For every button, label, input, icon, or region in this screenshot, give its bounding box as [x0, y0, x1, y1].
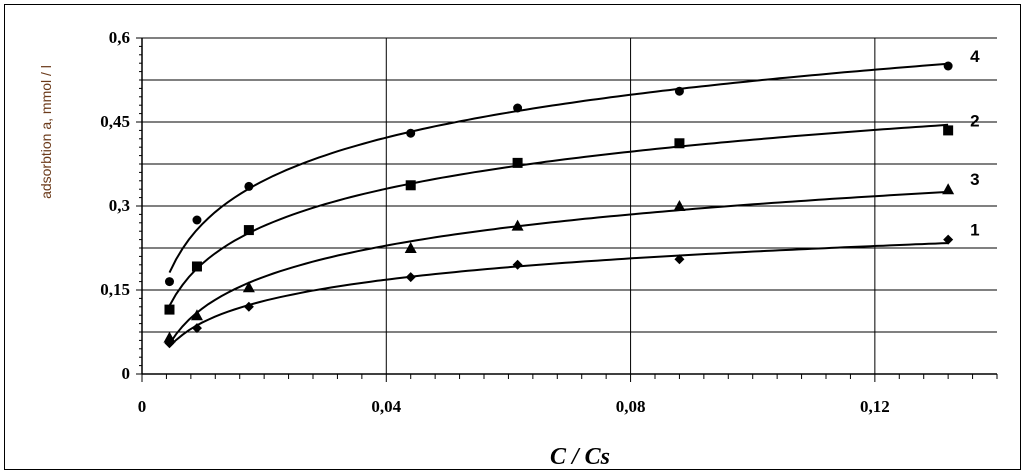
data-point-triangle — [942, 183, 955, 195]
axes-layer — [136, 37, 998, 382]
series-curve — [168, 62, 949, 274]
data-point-circle — [192, 215, 202, 225]
data-point-triangle — [242, 281, 255, 293]
data-point-diamond — [191, 323, 202, 334]
data-point-diamond — [943, 234, 954, 245]
data-point-square — [243, 225, 254, 236]
series-curve — [168, 242, 949, 348]
series-label: 3 — [970, 170, 979, 189]
y-tick-label: 0,3 — [109, 196, 130, 215]
labels-layer: 0 0,15 0,3 0,45 0,6 0 0,04 0,08 0,12 4 2 3 1 — [100, 28, 980, 416]
markers-layer — [163, 61, 955, 349]
y-tick-label: 0,6 — [109, 28, 130, 47]
data-point-square — [674, 138, 685, 149]
data-point-diamond — [405, 272, 416, 283]
data-point-triangle — [404, 242, 417, 253]
data-point-square — [164, 304, 175, 315]
y-tick-label: 0 — [122, 364, 131, 383]
data-point-diamond — [674, 254, 685, 265]
curves-layer — [168, 62, 949, 348]
data-point-circle — [674, 86, 684, 96]
x-tick-label: 0,08 — [616, 397, 646, 416]
x-tick-label: 0,04 — [371, 397, 401, 416]
grid-layer — [142, 37, 997, 374]
data-point-diamond — [512, 259, 523, 270]
series-curve — [168, 123, 949, 307]
x-tick-label: 0 — [138, 397, 147, 416]
data-point-square — [943, 125, 954, 136]
y-tick-label: 0,45 — [100, 112, 130, 131]
series-label: 2 — [970, 111, 979, 130]
series-label: 4 — [970, 47, 980, 66]
data-point-diamond — [164, 338, 175, 349]
data-point-circle — [406, 128, 416, 138]
y-tick-label: 0,15 — [100, 280, 130, 299]
data-point-circle — [513, 103, 523, 113]
x-tick-label: 0,12 — [860, 397, 890, 416]
data-point-square — [405, 180, 416, 191]
series-curve — [168, 190, 949, 345]
data-point-triangle — [673, 200, 686, 211]
data-point-diamond — [243, 301, 254, 312]
data-point-circle — [943, 61, 953, 71]
x-axis-label: C / Cs — [550, 444, 610, 470]
data-point-triangle — [190, 309, 203, 321]
data-point-triangle — [511, 219, 524, 231]
data-point-circle — [164, 277, 174, 287]
data-point-square — [191, 261, 202, 272]
data-point-square — [512, 157, 523, 168]
series-label: 1 — [970, 221, 979, 240]
data-point-circle — [244, 181, 254, 191]
y-axis-label: adsorbtion a, mmol / l — [38, 65, 54, 199]
chart-frame — [4, 4, 1021, 470]
data-point-triangle — [163, 331, 176, 343]
